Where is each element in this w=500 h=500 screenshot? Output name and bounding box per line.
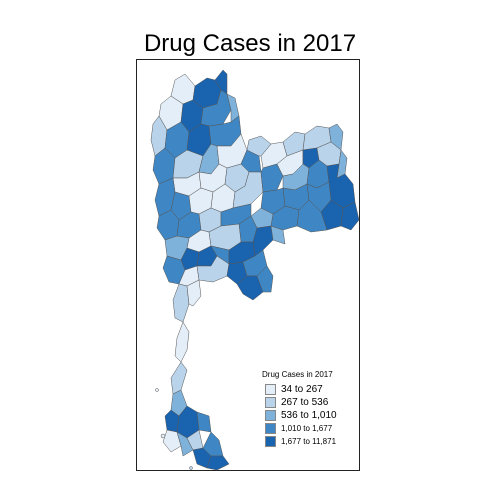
province [176,431,194,457]
legend-label: 1,010 to 1,677 [281,424,333,433]
legend-item: 267 to 536 [265,397,355,410]
province [186,279,202,307]
legend-swatch [265,423,276,434]
map-title: Drug Cases in 2017 [143,30,357,57]
island [189,466,193,470]
province [170,361,188,395]
province [206,455,230,471]
legend-swatch [265,384,276,395]
province [196,411,212,433]
province [202,431,224,457]
legend-item: 536 to 1,010 [265,410,355,423]
thailand-choropleth-map [150,69,360,471]
province [162,429,182,453]
island [160,433,166,439]
province [328,123,344,151]
legend-swatch [265,436,276,447]
legend-label: 1,677 to 11,871 [281,437,337,446]
province [214,69,228,95]
province [296,199,328,233]
province [340,201,360,231]
legend-item: 1,010 to 1,677 [265,423,355,436]
legend-item: 34 to 267 [265,384,355,397]
map-panel: Drug Cases in 2017 34 to 267 267 to 536 … [136,59,360,471]
legend-label: 34 to 267 [281,384,323,395]
province [174,321,190,363]
island [155,388,159,392]
legend-label: 536 to 1,010 [281,410,337,421]
province [172,283,190,323]
legend-swatch [265,397,276,408]
province [256,265,274,293]
province [320,199,344,231]
legend-swatch [265,410,276,421]
legend-title: Drug Cases in 2017 [262,370,333,379]
province [240,149,262,173]
province [270,225,286,245]
province [246,135,272,157]
legend-item: 1,677 to 11,871 [265,436,355,449]
legend-label: 267 to 536 [281,397,329,408]
